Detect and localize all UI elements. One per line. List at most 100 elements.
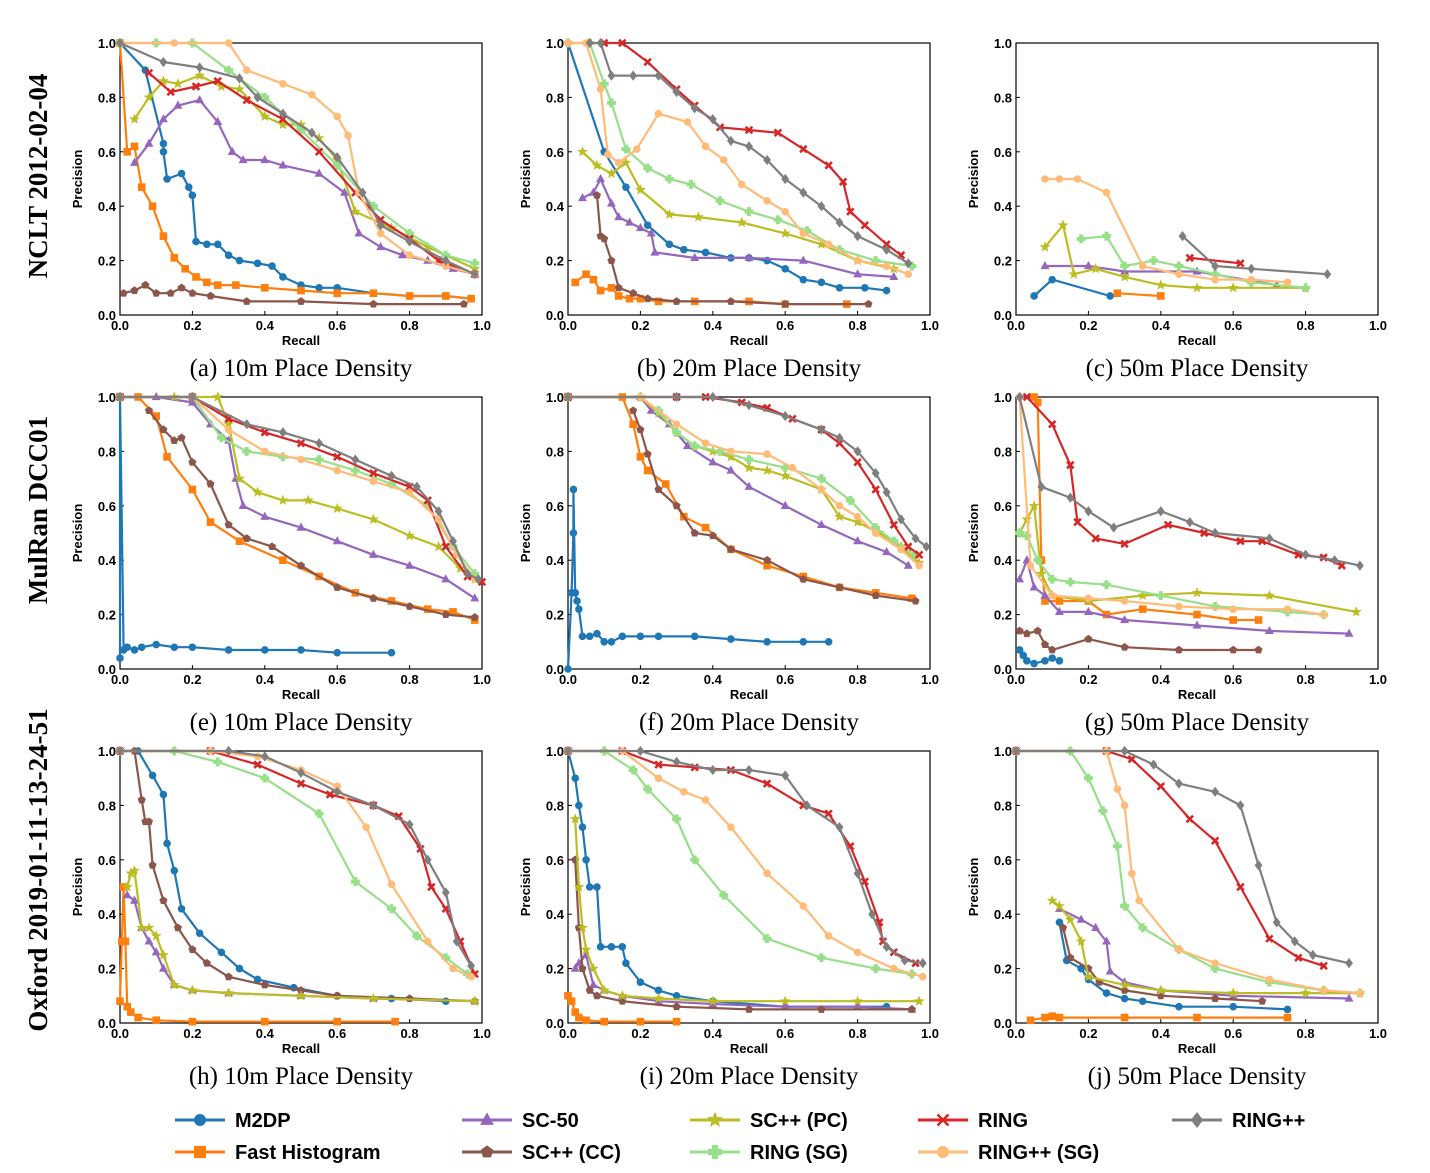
data-point-fast-histogram <box>297 286 305 295</box>
data-point-ring-sg <box>871 964 881 974</box>
data-point-ring <box>726 135 735 147</box>
data-point-ring <box>412 481 421 492</box>
data-point-ring <box>904 542 913 551</box>
data-point-ring-sg <box>1113 785 1122 793</box>
data-point-sc-50 <box>646 228 656 237</box>
data-point-fast-histogram <box>261 1017 269 1026</box>
data-point-m2dp <box>1041 657 1049 665</box>
data-point-ring <box>817 424 826 435</box>
data-point-sc-cc <box>1048 645 1057 654</box>
data-point-ring <box>773 128 783 137</box>
data-point-m2dp <box>593 883 601 891</box>
x-tick-label: 0.8 <box>401 318 419 333</box>
row-label-mulran: MulRan DCC01 <box>23 416 53 604</box>
data-point-sc-cc <box>296 561 306 570</box>
data-point-m2dp <box>1138 997 1147 1006</box>
plot-frame <box>567 750 931 1024</box>
data-point-sc-cc <box>629 406 638 415</box>
data-point-ring <box>744 125 754 135</box>
data-point-fast-histogram <box>333 289 341 298</box>
data-point-ring <box>441 542 451 551</box>
data-point-ring <box>297 767 305 778</box>
y-axis-label: Precision <box>70 150 85 209</box>
x-tick-label: 0.6 <box>1224 318 1242 333</box>
data-point-ring-sg <box>1128 869 1136 878</box>
data-point-ring-sg <box>1175 270 1183 279</box>
x-tick-label: 0.2 <box>631 672 649 687</box>
legend-marker <box>194 1146 206 1158</box>
data-point-sc-50 <box>726 465 736 474</box>
data-point-fast-histogram <box>116 997 124 1006</box>
data-point-sc-pc <box>143 922 155 933</box>
data-point-fast-histogram <box>1193 1013 1201 1022</box>
data-point-fast-histogram <box>148 202 157 210</box>
x-tick-label: 0.8 <box>1297 318 1315 333</box>
data-point-fast-histogram <box>1157 292 1165 300</box>
data-point-ring <box>315 438 324 449</box>
data-point-ring-sg <box>701 439 710 448</box>
data-point-sc-pc <box>1064 913 1076 925</box>
data-point-sc-pc <box>1191 587 1203 598</box>
data-point-ring-sg <box>1211 275 1219 284</box>
data-point-ring-sg <box>213 757 223 767</box>
series-line-ring <box>120 395 479 581</box>
data-point-ring-sg <box>1073 175 1082 183</box>
data-point-ring <box>672 756 681 767</box>
data-point-sc-50 <box>1091 922 1101 931</box>
data-point-sc-pc <box>331 502 343 514</box>
series-line-ring <box>1016 749 1325 967</box>
data-point-sc-cc <box>1015 626 1024 635</box>
data-point-ring <box>166 87 175 97</box>
data-point-ring <box>781 173 790 185</box>
data-point-sc-cc <box>268 542 277 551</box>
data-point-sc-cc <box>1254 645 1263 654</box>
data-point-ring <box>213 76 222 86</box>
data-point-sc-50 <box>744 481 754 490</box>
data-point-m2dp <box>1030 659 1038 668</box>
data-point-fast-histogram <box>672 1017 681 1026</box>
data-point-sc-pc <box>1137 589 1149 601</box>
data-point-m2dp <box>1175 1002 1183 1011</box>
data-point-m2dp <box>578 823 587 831</box>
data-point-sc-50 <box>882 547 892 556</box>
data-point-sc-cc <box>1022 629 1031 638</box>
data-point-m2dp <box>573 597 581 605</box>
series-group <box>115 37 481 308</box>
legend-label: Fast Histogram <box>235 1142 381 1164</box>
data-point-sc-50 <box>570 963 580 972</box>
data-point-ring <box>1290 936 1299 947</box>
data-point-ring-sg <box>1175 945 1183 954</box>
data-point-sc-50 <box>1344 993 1354 1002</box>
data-point-fast-histogram <box>121 937 130 946</box>
data-point-ring-sg <box>853 256 862 265</box>
data-point-m2dp <box>799 275 808 284</box>
data-point-ring-sg <box>780 463 790 473</box>
data-point-sc-50 <box>606 198 616 207</box>
data-point-sc-cc <box>173 923 182 932</box>
data-point-m2dp <box>575 801 583 810</box>
data-point-sc-50 <box>130 895 139 904</box>
data-point-fast-histogram <box>137 183 146 191</box>
y-tick-label: 0.6 <box>994 145 1012 160</box>
data-point-sc-50 <box>708 457 718 466</box>
data-point-ring <box>1156 506 1165 517</box>
data-point-sc-50 <box>650 247 660 256</box>
data-point-ring-sg <box>719 156 728 164</box>
series-group <box>563 745 927 1026</box>
data-point-ring-sg <box>744 455 754 465</box>
data-point-ring <box>1163 520 1173 530</box>
legend-marker <box>480 1145 494 1158</box>
data-point-ring <box>1091 534 1100 543</box>
data-point-sc-50 <box>1040 261 1050 270</box>
data-point-m2dp <box>882 286 891 295</box>
data-point-ring <box>897 514 905 525</box>
data-point-fast-histogram <box>203 278 211 287</box>
data-point-fast-histogram <box>159 232 168 240</box>
data-point-ring-sg <box>596 85 605 94</box>
series-line-ring-sg <box>568 41 909 276</box>
data-point-ring <box>672 391 681 403</box>
data-point-m2dp <box>582 856 590 864</box>
data-point-sc-cc <box>1040 640 1049 648</box>
data-point-ring <box>846 207 855 216</box>
y-axis-label: Precision <box>518 858 533 917</box>
